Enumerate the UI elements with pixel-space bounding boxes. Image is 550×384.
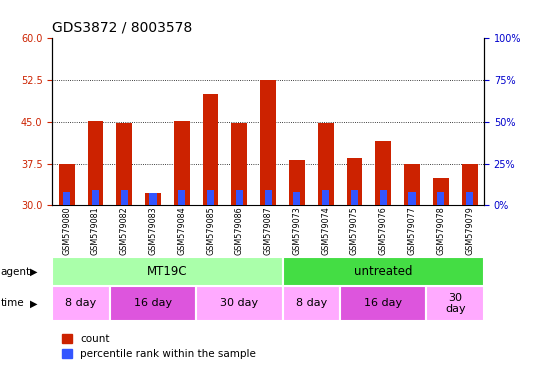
Text: GSM579082: GSM579082	[120, 207, 129, 255]
Bar	[322, 190, 329, 205]
Text: GSM579074: GSM579074	[321, 207, 330, 255]
Text: untreated: untreated	[354, 265, 412, 278]
Bar	[466, 192, 473, 205]
Bar	[289, 160, 305, 205]
Bar	[196, 286, 283, 321]
Bar	[52, 286, 110, 321]
Text: GSM579077: GSM579077	[408, 207, 416, 255]
Bar	[174, 121, 190, 205]
Text: GSM579078: GSM579078	[436, 207, 446, 255]
Bar	[375, 141, 391, 205]
Bar	[202, 94, 218, 205]
Text: GSM579085: GSM579085	[206, 207, 215, 255]
Bar	[318, 123, 334, 205]
Text: GSM579083: GSM579083	[148, 207, 157, 255]
Text: 8 day: 8 day	[296, 298, 327, 308]
Bar	[145, 193, 161, 205]
Legend: count, percentile rank within the sample: count, percentile rank within the sample	[57, 330, 260, 363]
Bar	[260, 80, 276, 205]
Bar	[116, 123, 132, 205]
Bar	[283, 257, 484, 286]
Bar	[433, 177, 449, 205]
Bar	[404, 164, 420, 205]
Text: GSM579080: GSM579080	[62, 207, 71, 255]
Bar	[293, 192, 300, 205]
Bar	[207, 190, 214, 205]
Text: GSM579087: GSM579087	[263, 207, 273, 255]
Bar	[150, 193, 157, 205]
Bar	[59, 164, 75, 205]
Text: 8 day: 8 day	[65, 298, 97, 308]
Text: ▶: ▶	[30, 266, 38, 277]
Bar	[236, 190, 243, 205]
Text: GSM579084: GSM579084	[177, 207, 186, 255]
Bar	[87, 121, 103, 205]
Bar	[461, 164, 477, 205]
Text: GSM579076: GSM579076	[379, 207, 388, 255]
Text: MT19C: MT19C	[147, 265, 188, 278]
Bar	[283, 286, 340, 321]
Bar	[265, 190, 272, 205]
Bar	[52, 257, 283, 286]
Bar	[426, 286, 484, 321]
Text: GSM579073: GSM579073	[293, 207, 301, 255]
Text: GSM579075: GSM579075	[350, 207, 359, 255]
Bar	[351, 190, 358, 205]
Text: 30
day: 30 day	[445, 293, 465, 314]
Bar	[379, 190, 387, 205]
Text: time: time	[1, 298, 24, 308]
Bar	[63, 192, 70, 205]
Text: GSM579079: GSM579079	[465, 207, 474, 255]
Bar	[120, 190, 128, 205]
Bar	[437, 192, 444, 205]
Text: 30 day: 30 day	[221, 298, 258, 308]
Text: GDS3872 / 8003578: GDS3872 / 8003578	[52, 21, 192, 35]
Text: 16 day: 16 day	[364, 298, 402, 308]
Bar	[232, 123, 248, 205]
Text: GSM579086: GSM579086	[235, 207, 244, 255]
Text: agent: agent	[1, 266, 31, 277]
Bar	[178, 190, 185, 205]
Text: GSM579081: GSM579081	[91, 207, 100, 255]
Bar	[409, 192, 416, 205]
Text: ▶: ▶	[30, 298, 38, 308]
Bar	[110, 286, 196, 321]
Bar	[340, 286, 426, 321]
Bar	[92, 190, 99, 205]
Text: 16 day: 16 day	[134, 298, 172, 308]
Bar	[346, 158, 362, 205]
